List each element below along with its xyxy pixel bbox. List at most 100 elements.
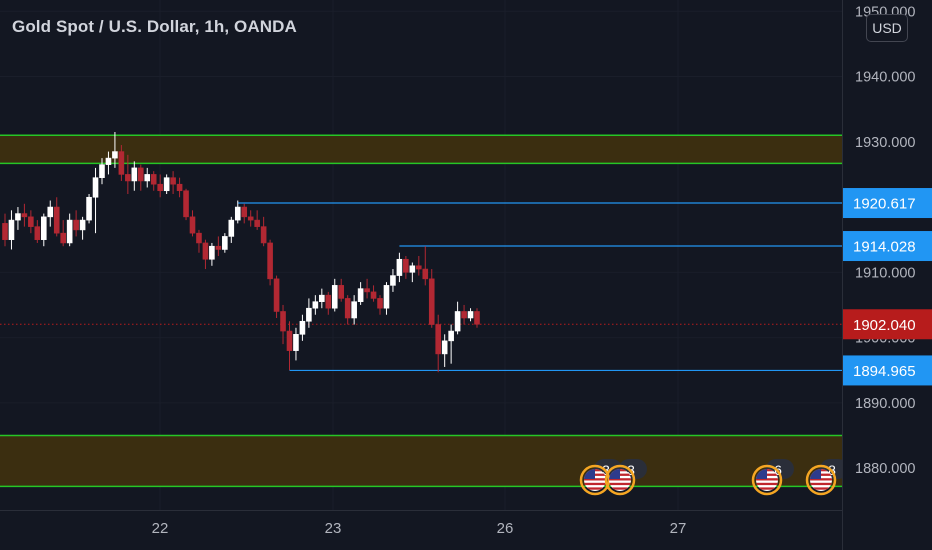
candle-body <box>40 216 47 240</box>
y-tick-label: 1890.000 <box>855 396 915 412</box>
candle <box>144 167 151 188</box>
candle-body <box>157 183 163 192</box>
time-axis[interactable]: 22 23 26 27 <box>0 510 842 550</box>
candle <box>222 233 228 253</box>
level-price-label-box <box>843 231 932 262</box>
candle-body <box>357 288 364 302</box>
candle-body <box>428 278 435 325</box>
y-tick-label: 1940.000 <box>855 70 915 86</box>
candle-body <box>396 258 403 276</box>
event-ring <box>805 464 837 496</box>
horizontal-levels <box>0 202 842 372</box>
candle-body <box>150 174 157 185</box>
level-price-label-text: 1894.965 <box>853 363 916 380</box>
candle <box>260 216 267 247</box>
event-badge[interactable]: 3 <box>604 459 647 496</box>
candle-body <box>403 258 409 273</box>
event-ring <box>751 464 783 496</box>
candle-body <box>53 206 60 234</box>
current-price-label-box <box>843 309 932 340</box>
candle <box>28 210 34 234</box>
candle <box>254 210 260 230</box>
us-flag-icon <box>810 469 832 491</box>
candle <box>383 282 390 315</box>
candle <box>344 295 351 325</box>
candle <box>299 314 306 341</box>
x-tick-label: 27 <box>670 520 687 537</box>
candle <box>79 216 86 240</box>
level-price-label-text: 1914.028 <box>853 239 916 256</box>
candle-body <box>247 216 254 221</box>
candle-body <box>267 242 273 280</box>
candle <box>170 171 176 194</box>
candle-body <box>79 219 86 231</box>
candle <box>105 151 112 175</box>
candle <box>209 242 215 266</box>
level-price-label: 1920.617 <box>843 188 932 219</box>
candle <box>422 246 429 286</box>
candle <box>86 194 92 224</box>
candle <box>247 210 254 227</box>
level-price-label: 1914.028 <box>843 231 932 262</box>
candle-body <box>416 265 422 270</box>
candle-body <box>131 167 138 182</box>
candle-body <box>383 285 390 309</box>
candle-body <box>47 206 54 218</box>
candle-body <box>105 157 112 165</box>
candle <box>364 278 370 299</box>
level-price-label-box <box>843 355 932 386</box>
currency-button[interactable]: USD <box>866 14 908 42</box>
y-tick-label: 1880.000 <box>855 461 915 477</box>
candle-body <box>467 311 474 319</box>
candle <box>286 321 293 371</box>
candle <box>428 269 435 328</box>
candle-body <box>125 174 131 182</box>
candle <box>351 295 357 325</box>
candle <box>53 197 60 237</box>
candle <box>319 288 325 309</box>
candle-body <box>189 216 196 234</box>
candle-body <box>183 190 189 218</box>
candle <box>118 145 125 181</box>
candle <box>280 304 286 345</box>
candle-body <box>73 219 79 231</box>
candle-body <box>21 213 28 218</box>
candle-body <box>474 311 480 325</box>
candle-series <box>2 132 480 373</box>
candle-body <box>319 294 325 302</box>
price-axis[interactable]: 1950.0001940.0001930.0001910.0001900.000… <box>842 0 932 550</box>
x-tick-label: 22 <box>152 520 169 537</box>
candle <box>357 282 364 305</box>
candle <box>370 285 377 302</box>
demand-zone <box>0 434 842 488</box>
candle <box>234 200 241 224</box>
event-badge[interactable]: 8 <box>805 459 848 496</box>
candle-body <box>163 177 170 192</box>
us-flag-icon <box>609 469 631 491</box>
time-axis-background <box>0 510 842 550</box>
candle-body <box>176 183 183 192</box>
candle <box>409 262 416 283</box>
candle-body <box>196 232 202 244</box>
x-tick-label: 23 <box>325 520 342 537</box>
candle <box>125 154 131 194</box>
candle-body <box>202 242 209 260</box>
candle <box>92 167 99 234</box>
candle-body <box>448 330 454 342</box>
price-axis-background <box>842 0 932 550</box>
candle-body <box>338 285 345 299</box>
candle-body <box>280 311 286 332</box>
candle <box>215 236 222 256</box>
candle <box>2 213 8 247</box>
candle <box>8 210 15 250</box>
candle <box>467 308 474 322</box>
candle-body <box>331 285 338 309</box>
candle <box>99 158 105 185</box>
candle-body <box>390 275 396 286</box>
candle-body <box>112 151 118 159</box>
candle-body <box>351 301 357 319</box>
event-badge[interactable]: 6 <box>751 459 794 496</box>
chart-title: Gold Spot / U.S. Dollar, 1h, OANDA <box>12 17 297 36</box>
